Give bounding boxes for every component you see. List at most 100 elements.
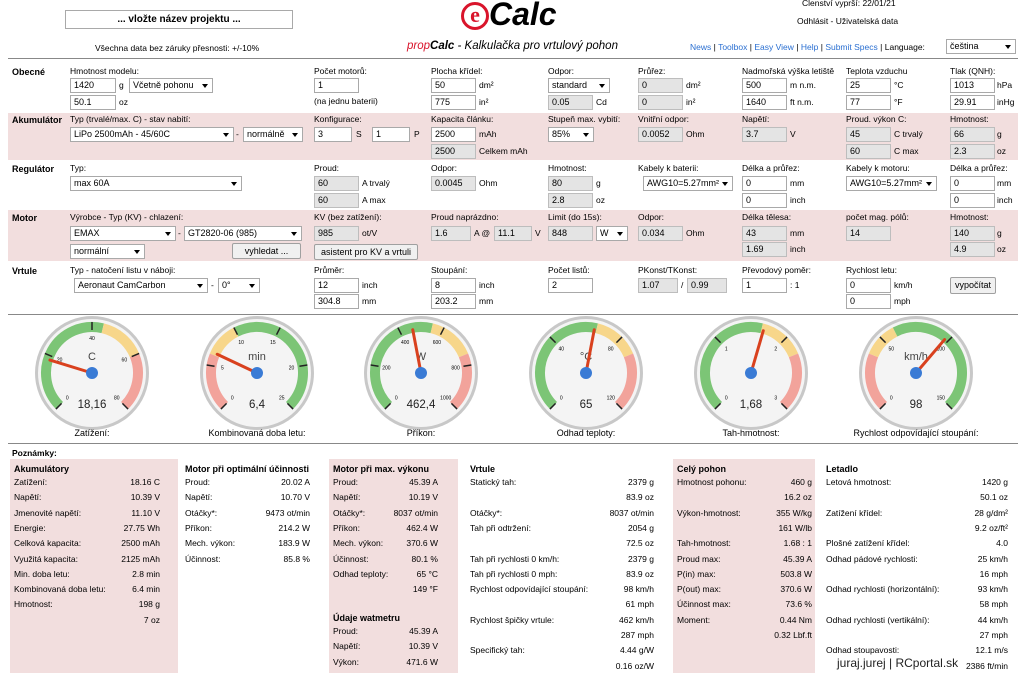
results-prop-key: Rychlost odpovídající stoupání: [470, 584, 589, 595]
mass-g-input[interactable]: 1420 [70, 78, 116, 93]
gauge-tick [450, 402, 458, 410]
config-p-input[interactable]: 1 [372, 127, 410, 142]
mass-oz-input[interactable]: 50.1 [70, 95, 116, 110]
pressure-inhg-input[interactable]: 29.91 [950, 95, 995, 110]
top-nav: News | Toolbox | Easy View | Help | Subm… [690, 42, 925, 52]
drag-mode-select[interactable]: standard [548, 78, 610, 93]
results-drive-value: 73.6 % [785, 599, 812, 610]
gauge-hub [580, 367, 592, 379]
results-drive-key: Účinnost max: [677, 599, 731, 610]
nav-help[interactable]: Help [800, 42, 819, 52]
bat-len-mm-input[interactable]: 0 [742, 176, 787, 191]
nav-submit-specs[interactable]: Submit Specs [825, 42, 878, 52]
blades-input[interactable]: 2 [548, 278, 593, 293]
gauge-tick-label: 0 [66, 396, 69, 402]
nav-news[interactable]: News [690, 42, 712, 52]
gauge-tick-label: 3 [774, 396, 777, 402]
project-name-input[interactable]: ... vložte název projektu ... [65, 10, 293, 29]
gauge-tick [44, 352, 53, 358]
language-select[interactable]: čeština [946, 39, 1016, 54]
ir-field: 0.0052 [638, 127, 683, 142]
diameter-mm-input[interactable]: 304.8 [314, 294, 359, 309]
prop-angle-select[interactable]: 0° [218, 278, 260, 293]
i0-unit: A @ [474, 228, 491, 238]
gauge-tick-label: 50 [888, 346, 894, 352]
results-drive-key: Moment: [677, 614, 711, 625]
motors-input[interactable]: 1 [314, 78, 359, 93]
gauge-tick-label: 100 [937, 346, 946, 352]
temp-c-input[interactable]: 25 [846, 78, 891, 93]
gauge-tick-label: 10 [238, 340, 244, 346]
altitude-m-input[interactable]: 500 [742, 78, 787, 93]
prop-type-select[interactable]: Aeronaut CamCarbon [74, 278, 208, 293]
bat-len-in-input[interactable]: 0 [742, 193, 787, 208]
results-battery-value: 18.16 C [130, 477, 160, 487]
nav-easy-view[interactable]: Easy View [754, 42, 794, 52]
motor-res-field: 0.034 [638, 226, 683, 241]
logo-calc: Calc [489, 0, 557, 32]
wing-in-input[interactable]: 775 [431, 95, 476, 110]
mot-cable-select[interactable]: AWG10=5.27mm² [846, 176, 937, 191]
gauge-value: 462,4 [407, 399, 436, 411]
results-battery-key: Kombinovaná doba letu: [14, 584, 106, 595]
motor-maker-select[interactable]: EMAX [70, 226, 176, 241]
gauge-value: 1,68 [740, 399, 762, 411]
speed-mph-input[interactable]: 0 [846, 294, 891, 309]
cap-input[interactable]: 2500 [431, 127, 476, 142]
discharge-select[interactable]: 85% [548, 127, 594, 142]
mass-label: Hmotnost modelu: [70, 66, 139, 76]
motor-cooling-select[interactable]: normální [70, 244, 145, 259]
language-label: Language: [884, 42, 925, 52]
gauge-zone-0 [206, 353, 229, 410]
gauge-tick-label: 60 [122, 358, 128, 364]
user-links[interactable]: Odhlásit - Uživatelská data [797, 16, 899, 26]
gear-label: Převodový poměr: [742, 265, 811, 275]
results-prop-value: 83.9 oz [626, 492, 654, 503]
esc-weight-label: Hmotnost: [548, 163, 587, 173]
battery-type-select[interactable]: LiPo 2500mAh - 45/60C [70, 127, 234, 142]
gear-input[interactable]: 1 [742, 278, 787, 293]
results-battery-value: 27.75 Wh [123, 522, 160, 533]
kv-assistant-button[interactable]: asistent pro KV a vrtuli [314, 244, 418, 260]
pitch-in-input[interactable]: 8 [431, 278, 476, 293]
mot-len-in-input[interactable]: 0 [950, 193, 995, 208]
results-motor_opt-title: Motor při optimální účinnosti [185, 464, 309, 474]
results-battery-key: Napětí: [14, 492, 42, 503]
nav-toolbox[interactable]: Toolbox [718, 42, 748, 52]
limit-unit-select[interactable]: W [596, 226, 628, 241]
gauge-5: 0 50 100 150 km/h 98 [859, 316, 973, 430]
gauge-zone-1 [760, 323, 799, 358]
gauge-tick [384, 402, 392, 410]
speed-kmh-input[interactable]: 0 [846, 278, 891, 293]
results-motor_max-value: 8037 ot/min [393, 507, 438, 518]
gauge-tick-label: 0 [395, 396, 398, 402]
ir-label: Vnitřní odpor: [638, 114, 690, 124]
motor-model-select[interactable]: GT2820-06 (985) [184, 226, 302, 241]
results-drive-key: P(in) max: [677, 568, 716, 579]
gauge-label: Kombinovaná doba letu: [208, 428, 306, 438]
pitch-mm-unit: mm [479, 296, 494, 306]
mass-mode-select[interactable]: Včetně pohonu [129, 78, 213, 93]
gauge-zone-0 [865, 353, 888, 410]
wing-dm-input[interactable]: 50 [431, 78, 476, 93]
gauge-tick [879, 402, 887, 410]
battery-state-select[interactable]: normálně [243, 127, 303, 142]
bat-cable-select[interactable]: AWG10=5.27mm² [643, 176, 733, 191]
results-plane-value: 1420 g [982, 477, 1008, 487]
gauge-tick [780, 402, 788, 410]
config-s-input[interactable]: 3 [314, 127, 352, 142]
esc-weight-oz-unit: oz [596, 195, 605, 205]
diameter-in-input[interactable]: 12 [314, 278, 359, 293]
mot-len-mm-input[interactable]: 0 [950, 176, 995, 191]
results-battery-value: 10.39 V [130, 492, 160, 503]
calculate-button[interactable]: vypočítat [950, 277, 996, 294]
results-battery-key: Celková kapacita: [14, 538, 82, 549]
pressure-hpa-input[interactable]: 1013 [950, 78, 995, 93]
temp-f-input[interactable]: 77 [846, 95, 891, 110]
results-battery-value: 6.4 min [132, 584, 160, 595]
altitude-ft-input[interactable]: 1640 [742, 95, 787, 110]
gauge-tick-label: 200 [382, 366, 391, 372]
motor-search-button[interactable]: vyhledat ... [232, 243, 301, 259]
pitch-mm-input[interactable]: 203.2 [431, 294, 476, 309]
esc-type-select[interactable]: max 60A [70, 176, 242, 191]
